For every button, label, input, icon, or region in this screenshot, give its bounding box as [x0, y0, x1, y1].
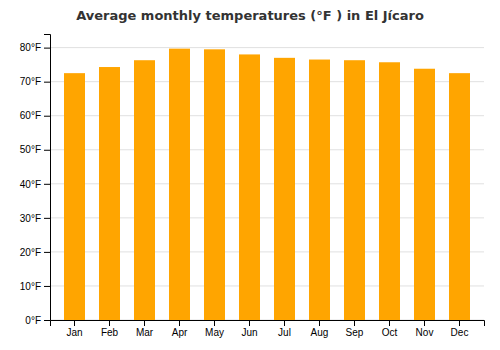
bar — [204, 49, 225, 320]
bar — [309, 60, 330, 320]
y-tick: 70°F — [20, 76, 50, 87]
y-axis: 0°F 10°F 20°F 30°F 40°F 50°F 60°F 70°F 80°F — [20, 35, 51, 326]
bar — [449, 73, 470, 320]
y-tick-label: 0°F — [25, 315, 41, 326]
bar — [99, 67, 120, 320]
x-tick-label: Mar — [136, 327, 154, 338]
x-tick: Nov — [416, 320, 434, 338]
y-tick: 10°F — [20, 281, 50, 292]
x-tick: Dec — [451, 320, 469, 338]
x-tick-mark — [424, 320, 425, 326]
bar — [414, 69, 435, 320]
y-tick-label: 70°F — [20, 76, 41, 87]
x-tick: Oct — [382, 320, 398, 338]
y-tick-label: 10°F — [20, 281, 41, 292]
y-tick-label: 40°F — [20, 179, 41, 190]
x-tick: Jun — [241, 320, 257, 338]
y-tick: 40°F — [20, 179, 50, 190]
y-tick-mark — [44, 48, 50, 49]
x-tick-label: Jul — [278, 327, 291, 338]
x-tick-label: Feb — [101, 327, 119, 338]
x-tick-label: Oct — [382, 327, 398, 338]
plot: 0°F 10°F 20°F 30°F 40°F 50°F 60°F 70°F 80°F Jan Fe… — [20, 35, 485, 339]
y-tick-mark — [44, 150, 50, 151]
bar — [239, 54, 260, 320]
x-tick-mark — [459, 320, 460, 326]
y-tick-label: 30°F — [20, 213, 41, 224]
bar — [134, 60, 155, 320]
y-tick: 30°F — [20, 213, 50, 224]
grid — [50, 48, 484, 320]
x-tick-label: Apr — [172, 327, 188, 338]
x-tick-mark — [74, 320, 75, 326]
y-tick-mark — [44, 184, 50, 185]
x-tick: Jan — [66, 320, 82, 338]
y-tick: 20°F — [20, 247, 50, 258]
x-tick-mark — [249, 320, 250, 326]
y-tick-mark — [44, 286, 50, 287]
x-axis-line — [51, 321, 485, 327]
x-tick: May — [205, 320, 224, 338]
y-tick-label: 80°F — [20, 42, 41, 53]
x-tick-mark — [144, 320, 145, 326]
y-tick-mark — [44, 320, 50, 321]
x-tick: Jul — [278, 320, 291, 338]
bar — [64, 73, 85, 320]
x-tick-label: Jun — [241, 327, 257, 338]
bar — [379, 62, 400, 320]
y-tick-mark — [44, 82, 50, 83]
title: Average monthly temperatures (°F ) in El… — [76, 8, 424, 23]
y-tick: 60°F — [20, 110, 50, 121]
x-tick-mark — [214, 320, 215, 326]
chart: 0°F 10°F 20°F 30°F 40°F 50°F 60°F 70°F 80°F Jan Fe… — [0, 0, 500, 350]
x-tick-mark — [284, 320, 285, 326]
y-tick: 50°F — [20, 144, 50, 155]
y-tick-mark — [44, 116, 50, 117]
y-tick: 0°F — [25, 315, 50, 326]
bar — [169, 49, 190, 320]
x-tick-label: Dec — [451, 327, 469, 338]
x-tick-label: Jan — [66, 327, 82, 338]
x-tick-mark — [179, 320, 180, 326]
bars — [64, 49, 470, 320]
x-tick-mark — [319, 320, 320, 326]
x-axis: Jan Feb Mar Apr May Jun Jul Aug Sep Oct Nov Dec — [51, 320, 485, 338]
x-tick: Aug — [311, 320, 329, 338]
x-tick-label: May — [205, 327, 224, 338]
x-tick: Mar — [136, 320, 154, 338]
x-tick-label: Sep — [346, 327, 364, 338]
x-tick: Feb — [101, 320, 119, 338]
y-tick-label: 60°F — [20, 110, 41, 121]
bar — [344, 60, 365, 320]
x-tick-mark — [109, 320, 110, 326]
x-tick-mark — [354, 320, 355, 326]
x-tick-label: Aug — [311, 327, 329, 338]
y-tick-mark — [44, 252, 50, 253]
y-tick: 80°F — [20, 42, 50, 53]
x-tick-mark — [389, 320, 390, 326]
y-tick-label: 50°F — [20, 144, 41, 155]
grid-line — [50, 47, 484, 48]
y-axis-line — [44, 35, 51, 321]
y-tick-label: 20°F — [20, 247, 41, 258]
x-tick-label: Nov — [416, 327, 434, 338]
x-tick: Apr — [172, 320, 188, 338]
x-tick: Sep — [346, 320, 364, 338]
bar — [274, 58, 295, 320]
y-tick-mark — [44, 218, 50, 219]
